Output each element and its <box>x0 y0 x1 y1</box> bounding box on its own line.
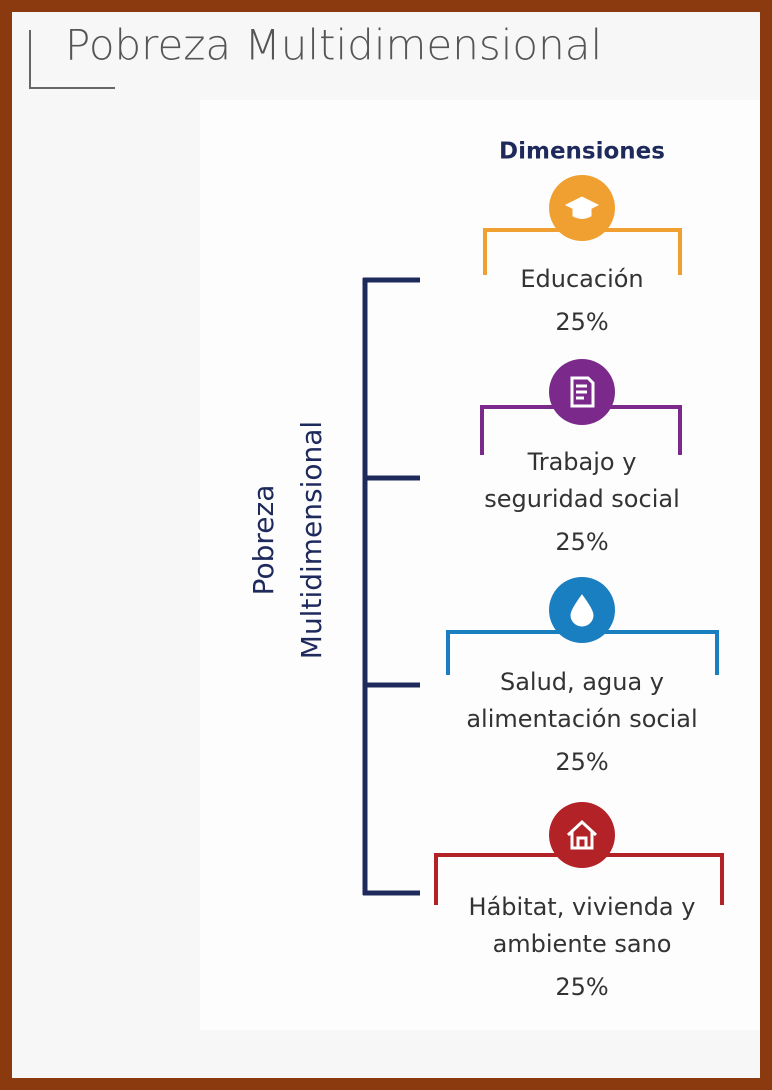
dimension-percent: 25% <box>555 528 608 556</box>
title-corner <box>29 30 115 89</box>
dimensions: Educación 25% Trabajo y seguridad social 25%… <box>434 175 724 1001</box>
header: Dimensiones <box>499 139 665 165</box>
dimension-percent: 25% <box>555 748 608 776</box>
dimension-icon <box>566 819 598 850</box>
dimension-icon <box>564 196 600 219</box>
dimension-percent: 25% <box>555 973 608 1001</box>
dimension-icon <box>570 594 594 627</box>
dimension-label: seguridad social <box>484 485 679 513</box>
main-bracket <box>362 277 420 896</box>
dimension-label: Hábitat, vivienda y <box>469 893 696 921</box>
side-label: Pobreza Multidimensional <box>247 421 328 659</box>
dimension-label: ambiente sano <box>493 930 672 958</box>
dimension-label: alimentación social <box>466 705 697 733</box>
panel <box>200 100 760 1030</box>
dimension-label: Educación <box>520 265 643 293</box>
title: Pobreza Multidimensional <box>65 21 602 70</box>
dimension-percent: 25% <box>555 308 608 336</box>
dimension-icon <box>570 376 595 408</box>
dimension-label: Salud, agua y <box>500 668 664 696</box>
dimension-label: Trabajo y <box>527 448 637 476</box>
side-label-line: Pobreza <box>247 485 280 596</box>
side-label-line: Multidimensional <box>295 421 328 659</box>
dimension-icon-bg <box>549 802 615 868</box>
